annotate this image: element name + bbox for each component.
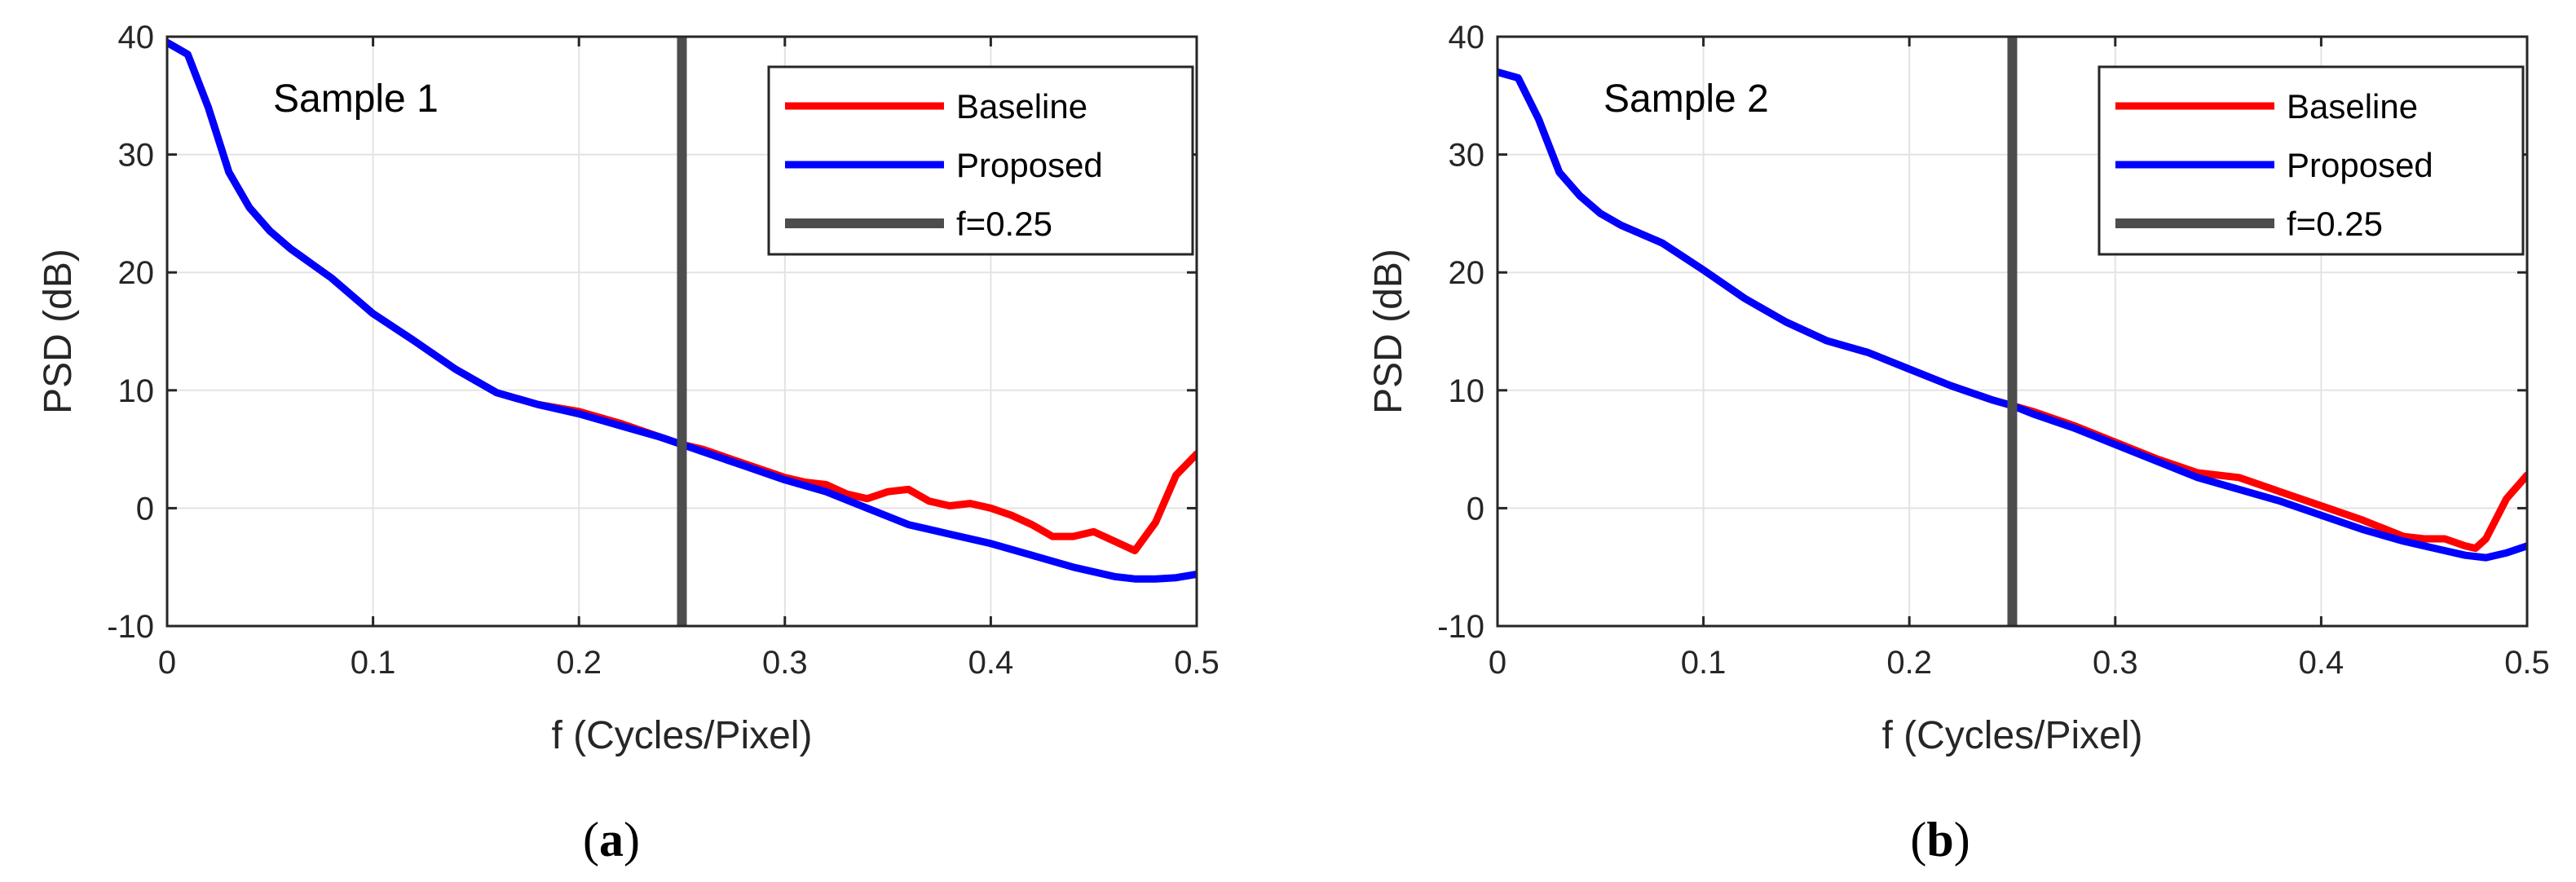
y-tick-label: 40 [118, 20, 155, 55]
x-tick-label: 0.4 [2299, 645, 2344, 681]
y-tick-label: 0 [1467, 491, 1484, 527]
x-tick-label: 0.1 [351, 645, 396, 681]
legend-label: Baseline [2287, 87, 2418, 126]
x-tick-label: 0.3 [762, 645, 808, 681]
series-line-proposed [167, 38, 1197, 583]
legend: Baseline Proposed f=0.25 [767, 65, 1194, 256]
y-tick-label: -10 [107, 609, 154, 645]
y-axis-label: PSD (dB) [1367, 249, 1410, 414]
series-group [1498, 37, 2527, 626]
y-tick-label: 20 [1449, 255, 1485, 291]
y-tick-label: 20 [118, 255, 155, 291]
x-tick-label: 0.5 [1174, 645, 1220, 681]
legend: Baseline Proposed f=0.25 [2097, 65, 2525, 256]
x-tick-label: 0.4 [968, 645, 1014, 681]
axes-frame [165, 35, 1198, 628]
x-tick-label: 0.1 [1681, 645, 1727, 681]
panel-caption-letter: a [599, 813, 624, 867]
x-tick-label: 0 [158, 645, 176, 681]
x-tick-label: 0.2 [556, 645, 602, 681]
legend-label: f=0.25 [2287, 205, 2383, 243]
axes-frame [1496, 35, 2529, 628]
x-axis-label: f (Cycles/Pixel) [551, 714, 812, 757]
panel-caption: (b) [1910, 813, 1969, 867]
legend-label: Baseline [956, 87, 1087, 126]
x-axis-label: f (Cycles/Pixel) [1881, 714, 2142, 757]
sample-annotation: Sample 2 [1603, 77, 1769, 121]
x-tick-label: 0.5 [2504, 645, 2550, 681]
series-group [167, 37, 1197, 626]
sample-annotation: Sample 1 [273, 77, 439, 121]
y-tick-label: -10 [1437, 609, 1484, 645]
panel-caption: (a) [583, 813, 640, 867]
y-axis-label: PSD (dB) [37, 249, 80, 414]
y-tick-label: 0 [136, 491, 154, 527]
legend-label: Proposed [2287, 146, 2433, 184]
y-tick-label: 10 [1449, 373, 1485, 409]
y-tick-label: 10 [118, 373, 155, 409]
x-tick-label: 0 [1489, 645, 1506, 681]
legend-label: Proposed [956, 146, 1103, 184]
legend-label: f=0.25 [956, 205, 1052, 243]
series-line-proposed [1498, 68, 2527, 562]
y-tick-label: 30 [118, 138, 155, 174]
panel-caption-letter: b [1926, 813, 1953, 867]
y-tick-label: 40 [1449, 20, 1485, 55]
x-tick-label: 0.3 [2093, 645, 2138, 681]
x-tick-label: 0.2 [1886, 645, 1932, 681]
legend-box [767, 65, 1194, 256]
y-tick-label: 30 [1449, 138, 1485, 174]
